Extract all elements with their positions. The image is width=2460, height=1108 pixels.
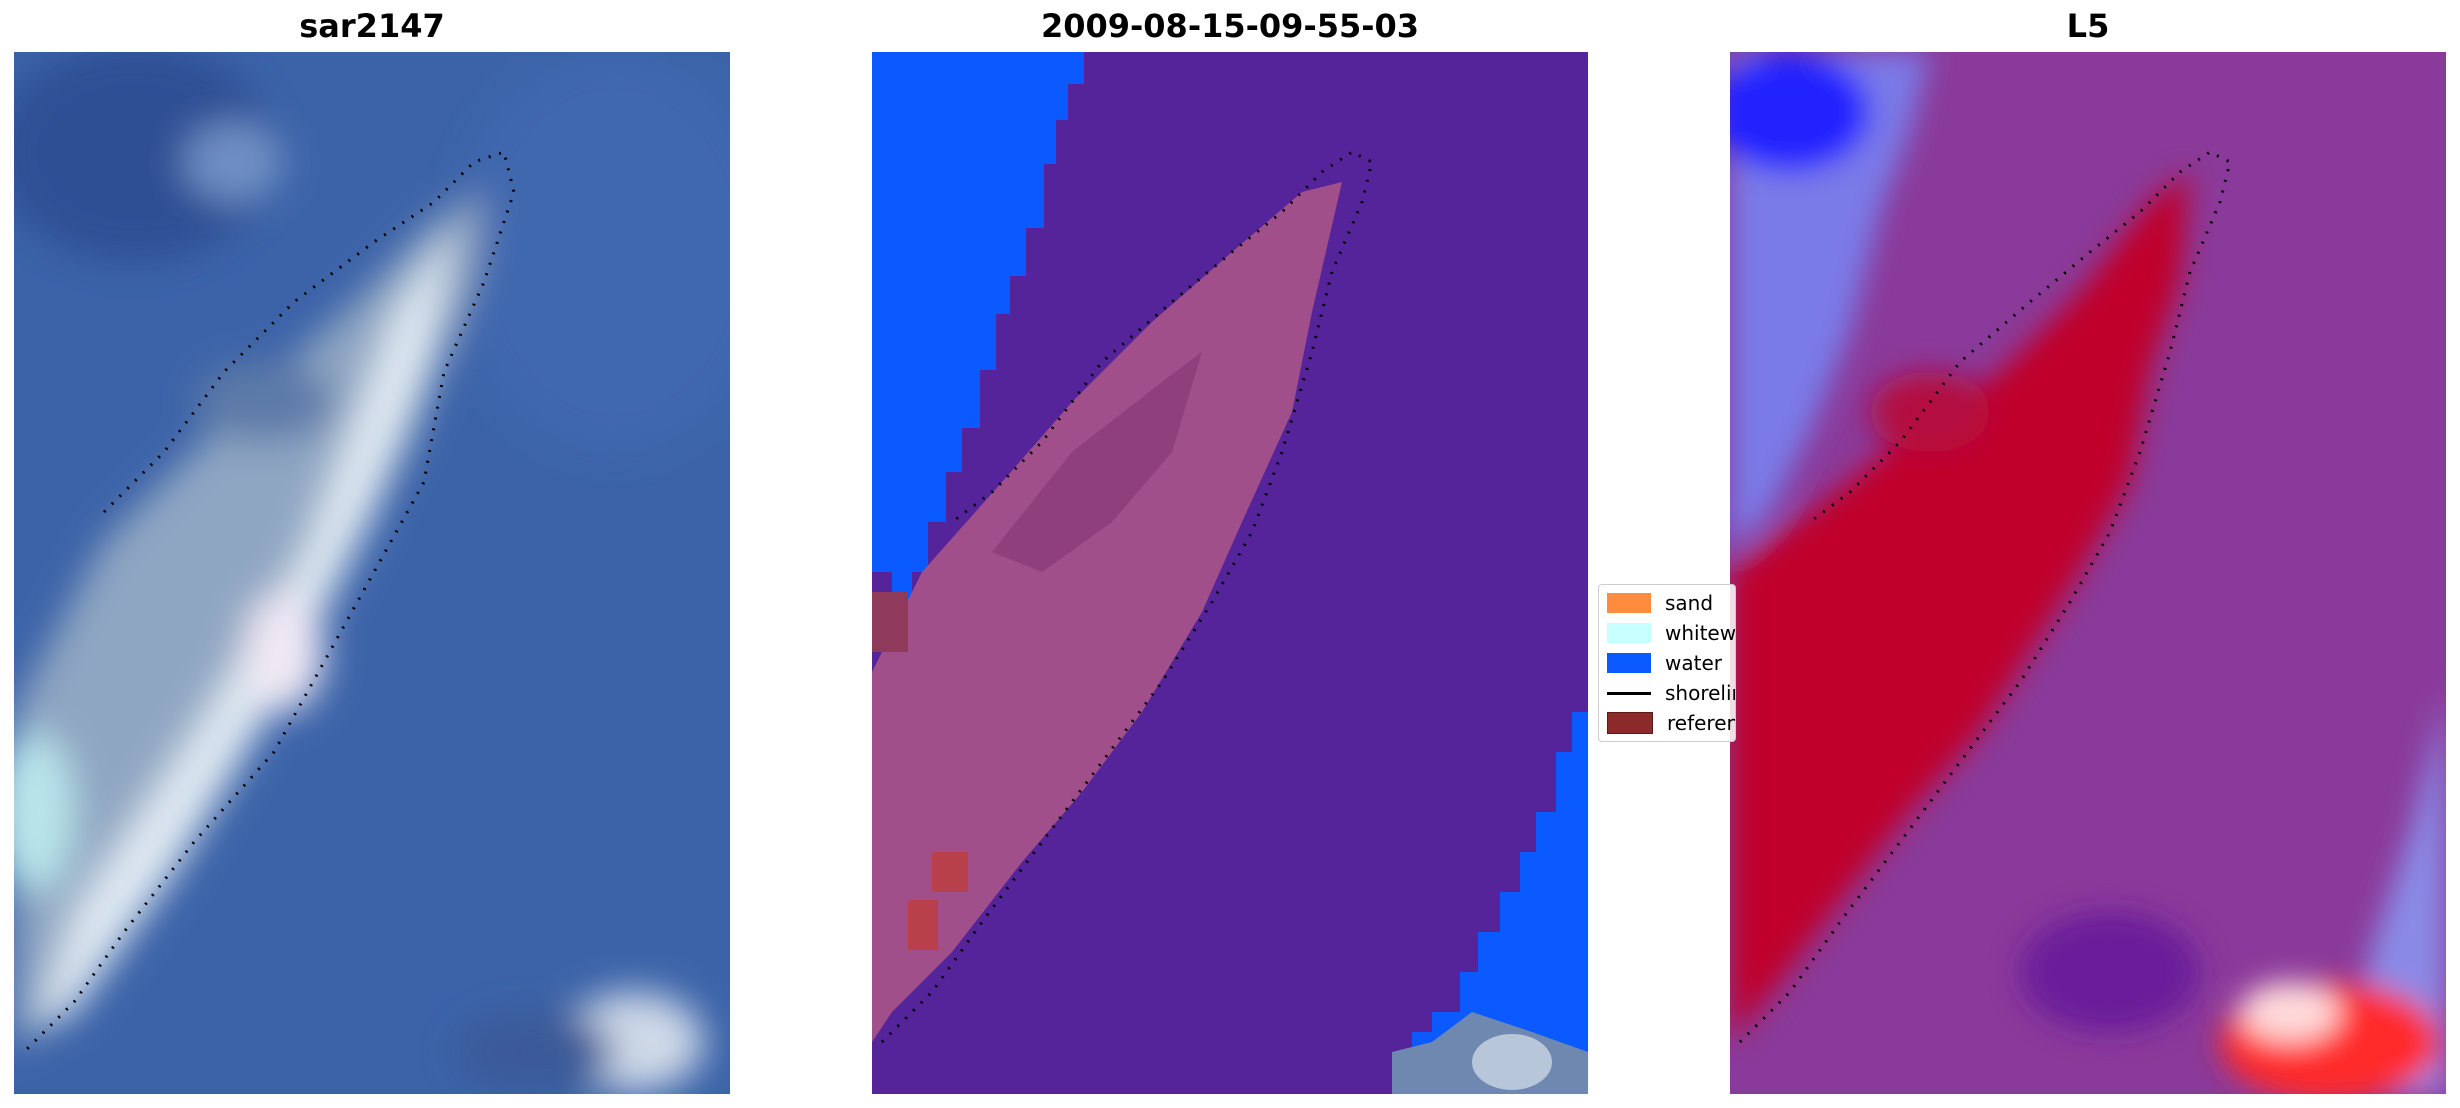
legend-item-sand: sand xyxy=(1607,589,1713,617)
legend-label: sand xyxy=(1665,591,1714,615)
rgb-image-panel xyxy=(14,52,730,1094)
legend-item-water: water xyxy=(1607,649,1722,677)
panel-title-rgb: sar2147 xyxy=(299,7,445,45)
panel-title-classified: 2009-08-15-09-55-03 xyxy=(1040,7,1420,45)
panel-title-index: L5 xyxy=(2066,7,2110,45)
legend-item-whitewater: whitewater xyxy=(1607,619,1736,647)
sand-swatch xyxy=(1607,593,1651,613)
legend-item-reference: reference xyxy=(1607,709,1735,737)
legend-label: whitewater xyxy=(1665,621,1736,645)
water-swatch xyxy=(1607,653,1651,673)
index-image-panel xyxy=(1730,52,2446,1094)
whitewater-swatch xyxy=(1607,623,1651,643)
classified-image-panel xyxy=(872,52,1588,1094)
legend: sand whitewater water shoreline referenc… xyxy=(1598,584,1736,742)
reference-swatch xyxy=(1607,712,1653,734)
rgb-image xyxy=(14,52,730,1094)
legend-label: water xyxy=(1665,651,1722,675)
classified-image xyxy=(872,52,1588,1094)
legend-label: shoreline xyxy=(1665,681,1735,705)
legend-item-shoreline: shoreline xyxy=(1607,679,1735,707)
shoreline-line-swatch xyxy=(1607,691,1651,695)
index-image xyxy=(1730,52,2446,1094)
legend-label: reference xyxy=(1667,711,1735,735)
